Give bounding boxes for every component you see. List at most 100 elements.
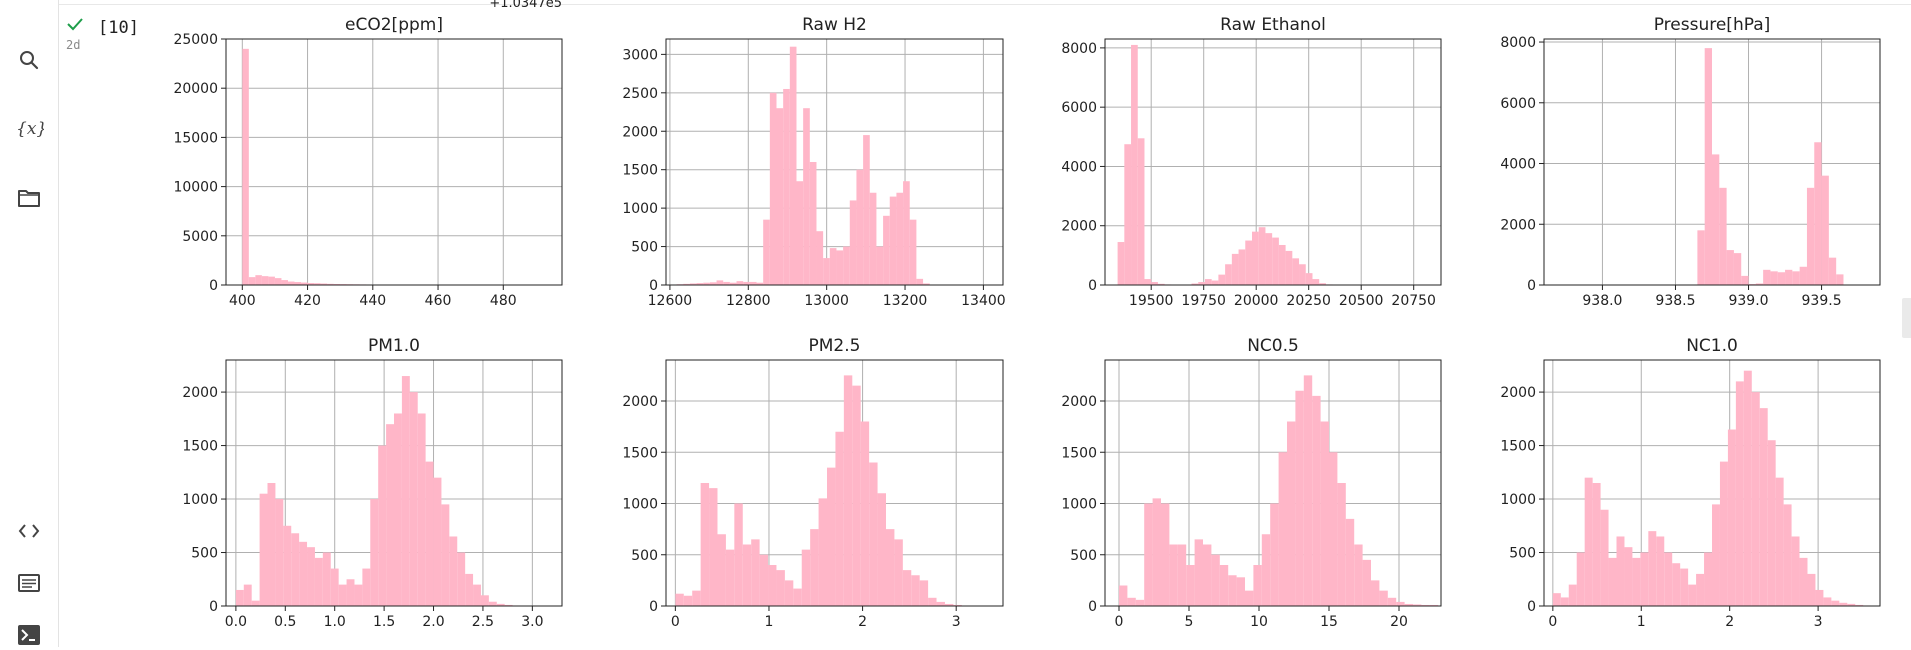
histogram-bar	[1287, 422, 1295, 607]
histogram-bar	[883, 216, 890, 285]
histogram-bar	[1259, 227, 1266, 285]
y-tick-label: 4000	[1500, 157, 1536, 173]
histogram-bar	[760, 555, 768, 606]
histogram-bar	[1270, 504, 1278, 607]
histogram-bar	[1211, 555, 1219, 606]
histogram-bar	[684, 596, 692, 606]
histogram-bar	[916, 279, 923, 285]
histogram-bar	[763, 220, 770, 285]
histogram-bar	[770, 93, 777, 285]
histogram-bar	[1195, 539, 1203, 606]
histogram-bar	[768, 565, 776, 606]
histogram-bar	[1265, 233, 1272, 285]
x-tick-label: 13200	[883, 293, 928, 309]
histogram-bar	[1396, 602, 1404, 606]
histogram-bar	[1138, 138, 1145, 285]
histogram-bar	[1763, 270, 1770, 285]
histogram-bar	[1225, 264, 1232, 285]
histogram-bar	[1218, 275, 1225, 285]
histogram-bar	[1672, 563, 1680, 606]
y-tick-label: 1500	[182, 439, 218, 455]
y-tick-label: 2000	[1061, 394, 1097, 410]
histogram-bar	[1807, 188, 1814, 285]
x-tick-label: 2	[1725, 614, 1734, 630]
histogram-bar	[242, 49, 249, 285]
y-tick-label: 500	[631, 240, 658, 256]
histogram-bar	[1800, 267, 1807, 285]
histogram-bar	[903, 570, 911, 606]
histogram-bar	[1741, 276, 1748, 285]
histogram-bar	[1831, 601, 1839, 606]
y-tick-label: 4000	[1061, 159, 1097, 175]
histogram-bar	[1822, 176, 1829, 285]
x-tick-label: 1	[765, 614, 774, 630]
histogram-bar	[783, 89, 790, 285]
y-tick-label: 0	[1527, 599, 1536, 615]
histogram-bar	[1648, 531, 1656, 606]
histogram-bar	[1778, 272, 1785, 285]
histogram-bar	[1178, 545, 1186, 607]
histogram-bar	[1800, 558, 1808, 606]
x-tick-label: 0	[1548, 614, 1557, 630]
histogram-bar	[819, 498, 827, 606]
y-tick-label: 5000	[182, 229, 218, 245]
y-tick-label: 15000	[173, 130, 218, 146]
y-tick-label: 1500	[1061, 445, 1097, 461]
histogram-bar	[910, 220, 917, 285]
histogram-bar	[709, 488, 717, 606]
x-tick-label: 1.0	[324, 614, 346, 630]
x-tick-label: 0	[1115, 614, 1124, 630]
histogram-bar	[1836, 274, 1843, 285]
y-tick-label: 1000	[622, 201, 658, 217]
histogram-bar	[1312, 396, 1320, 606]
histogram-bar	[869, 463, 877, 607]
y-tick-label: 0	[649, 278, 658, 294]
x-tick-label: 0	[671, 614, 680, 630]
y-tick-label: 8000	[1061, 41, 1097, 57]
histogram-bar	[1704, 553, 1712, 606]
histogram-bar	[299, 542, 307, 606]
y-tick-label: 2000	[1061, 219, 1097, 235]
histogram-bar	[1768, 440, 1776, 606]
histogram-bar	[244, 585, 252, 606]
chart-title: Raw Ethanol	[1220, 15, 1326, 35]
histogram-bar	[1823, 597, 1831, 606]
resize-handle[interactable]	[1902, 298, 1911, 338]
histogram-bar	[339, 585, 347, 606]
histogram-bar	[255, 275, 262, 285]
x-tick-label: 0.5	[274, 614, 296, 630]
histogram-bar	[1354, 545, 1362, 607]
histogram-bar	[1734, 253, 1741, 285]
histogram-bar	[1312, 279, 1319, 285]
chart-title: NC0.5	[1247, 336, 1299, 356]
histogram-bar	[1807, 574, 1815, 606]
histogram-bar	[1569, 585, 1577, 606]
histogram-bar	[362, 569, 370, 606]
histogram-bar	[1371, 580, 1379, 606]
histogram-bar	[394, 413, 402, 606]
histogram-bar	[827, 468, 835, 606]
histogram-bar	[434, 478, 442, 606]
histogram-bar	[737, 281, 744, 285]
histogram-bar	[378, 446, 386, 606]
y-tick-label: 20000	[173, 81, 218, 97]
histogram-bar	[816, 231, 823, 285]
histogram-bar	[252, 601, 260, 606]
histogram-bar	[457, 553, 465, 606]
histogram-bar	[726, 550, 734, 606]
x-tick-label: 3	[952, 614, 961, 630]
histogram-bar	[281, 280, 288, 285]
histogram-bar	[441, 504, 449, 606]
histogram-bar	[410, 392, 418, 606]
histogram-bar	[249, 277, 256, 285]
chart-title: PM2.5	[809, 336, 861, 356]
histogram-bar	[275, 499, 283, 606]
histogram-bar	[836, 250, 843, 285]
histogram-bar	[1161, 504, 1169, 607]
y-tick-label: 3000	[622, 47, 658, 63]
y-tick-label: 2000	[622, 394, 658, 410]
histogram-bar	[1727, 250, 1734, 285]
histogram-bar	[701, 483, 709, 606]
